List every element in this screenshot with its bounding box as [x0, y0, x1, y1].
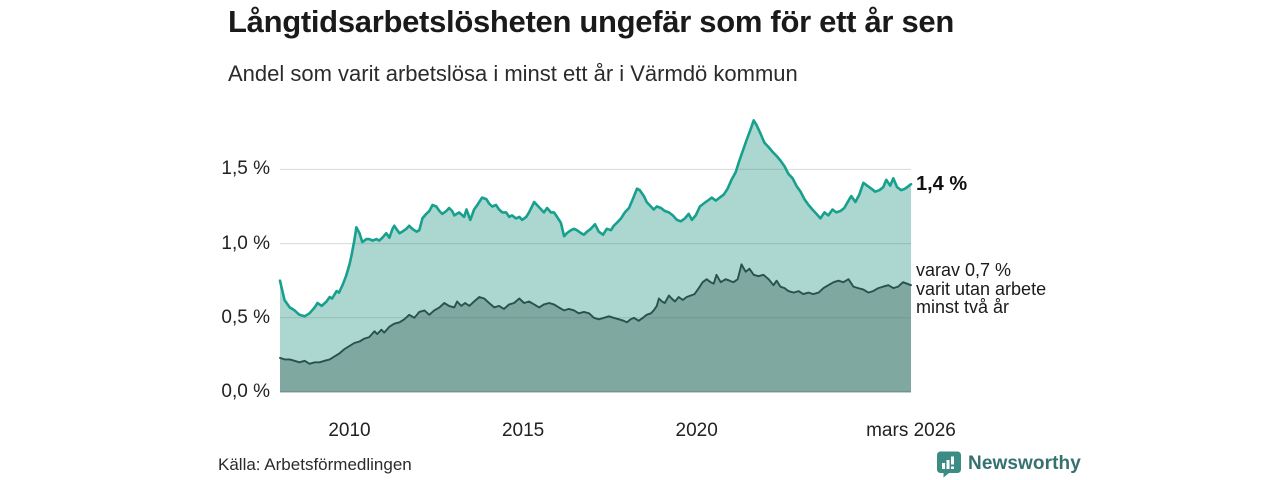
brand-name: Newsworthy	[968, 453, 1081, 474]
x-tick-label: 2010	[328, 420, 371, 441]
series-line-0	[278, 119, 913, 318]
end-label-subset: varav 0,7 % varit utan arbete minst två …	[916, 261, 1046, 317]
x-tick-label: mars 2026	[866, 420, 956, 441]
end-label-subset-line2: varit utan arbete	[916, 278, 1047, 299]
x-tick-label: 2015	[501, 420, 545, 441]
y-tick-label: 1,5 %	[221, 158, 270, 180]
newsworthy-brand: Newsworthy	[936, 450, 1081, 478]
newsworthy-logo-icon	[937, 451, 961, 478]
y-tick-label: 0,0 %	[221, 381, 270, 402]
end-label-total: 1,4 %	[916, 173, 968, 195]
end-label-subset-line1: varav 0,7 %	[916, 260, 1012, 280]
series-line-1	[279, 263, 912, 365]
series-area-1	[280, 264, 911, 392]
end-label-subset-line3: minst två år	[916, 297, 1010, 318]
y-tick-label: 0,5 %	[221, 306, 270, 328]
chart-subtitle: Andel som varit arbetslösa i minst ett å…	[228, 61, 798, 86]
x-tick-label: 2020	[675, 420, 718, 441]
page-title: Långtidsarbetslösheten ungefär som för e…	[228, 4, 955, 39]
source-note: Källa: Arbetsförmedlingen	[218, 455, 412, 474]
y-tick-label: 1,0 %	[221, 232, 270, 254]
